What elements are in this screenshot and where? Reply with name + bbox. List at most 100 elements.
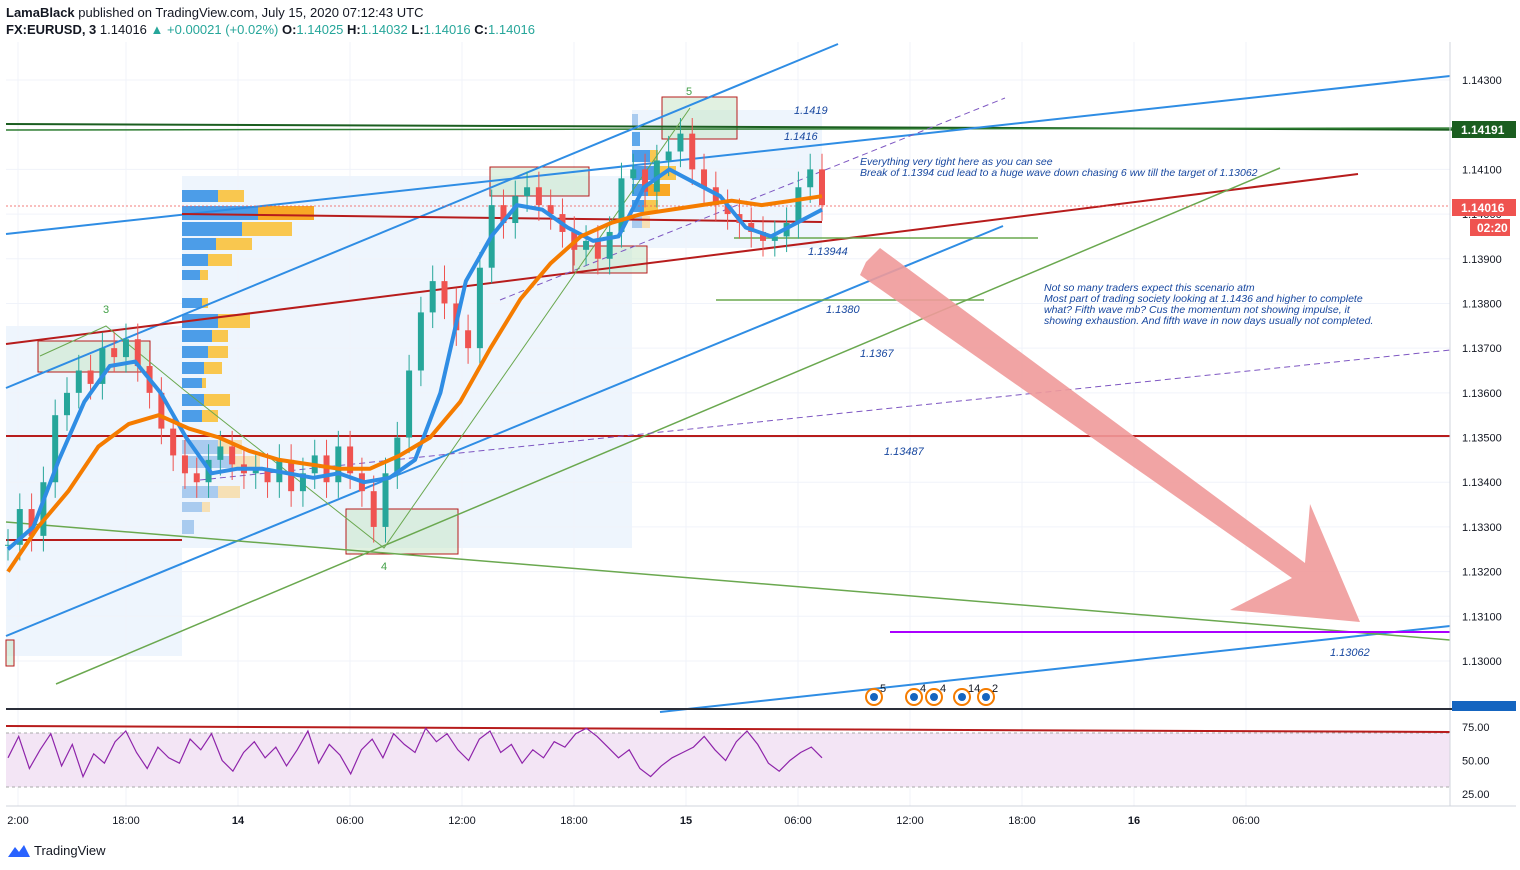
annotation-line-5: what? Fifth wave mb? Cus the momentum no… (1044, 304, 1351, 316)
box-wave-5 (661, 96, 738, 140)
candle-body (370, 491, 377, 527)
candle-body (441, 281, 448, 304)
wave-label-5: 5 (686, 86, 692, 98)
time-tick-label: 06:00 (336, 815, 364, 827)
low-value: 1.14016 (423, 22, 471, 37)
candle-body (417, 312, 424, 371)
moving-averages (6, 167, 823, 573)
time-tick-label: 18:00 (1008, 815, 1036, 827)
candle-body (264, 468, 271, 483)
annotations: Everything very tight here as you can se… (860, 156, 1373, 327)
level-label-1419: 1.1419 (794, 105, 828, 117)
candle-body (5, 544, 11, 546)
candle-body (606, 231, 613, 259)
event-badge[interactable]: 4 (905, 683, 926, 706)
time-tick-label: 06:00 (784, 815, 812, 827)
volume-profile-left (182, 190, 314, 534)
time-tick-label: 12:00 (448, 815, 476, 827)
brand-name: TradingView (34, 843, 106, 858)
candle-body (583, 240, 590, 250)
candle-body (193, 473, 200, 483)
range-shade-2 (182, 176, 632, 548)
time-tick-label: 2:00 (7, 815, 28, 827)
price-tick-label: 1.13600 (1462, 388, 1502, 400)
candle-body (406, 370, 413, 438)
last-price-tag-text: 1.14016 (1461, 201, 1505, 215)
event-badge-count: 4 (940, 683, 946, 695)
dashed-purple-line-2[interactable] (499, 97, 1006, 301)
candle-body (99, 348, 106, 384)
wave-path[interactable] (39, 107, 691, 549)
tradingview-brand[interactable]: TradingView (8, 843, 106, 858)
price-tick-label: 1.13200 (1462, 567, 1502, 579)
candle-body (229, 446, 236, 465)
projection-arrow (860, 248, 1360, 622)
event-badges[interactable]: 5 4 4 14 2 (865, 683, 998, 706)
candle-body (429, 281, 436, 313)
resistance-line-green-2[interactable] (5, 127, 1517, 131)
candle-body (760, 231, 767, 241)
open-value: 1.14025 (296, 22, 344, 37)
annotation-line-1: Everything very tight here as you can se… (860, 156, 1053, 168)
candle-body (524, 187, 531, 197)
price-tick-label: 1.13900 (1462, 254, 1502, 266)
last-price: 1.14016 (99, 22, 147, 37)
level-label-13944: 1.13944 (808, 246, 848, 258)
time-axis[interactable]: 2:00 18:00 14 06:00 12:00 18:00 15 06:00 12:00 18… (7, 815, 1259, 827)
candle-body (40, 482, 47, 536)
candle-body (335, 446, 342, 483)
time-tick-label: 16 (1128, 815, 1140, 827)
candle-body (476, 267, 483, 349)
oscillator-tick-label: 75.00 (1462, 722, 1490, 734)
candle-body (217, 446, 224, 460)
author-name[interactable]: LamaBlack (6, 5, 75, 20)
channel-lower-blue[interactable] (5, 225, 1004, 637)
trend-line-green-up[interactable] (55, 167, 1281, 685)
channel-upper-blue[interactable] (5, 75, 1451, 235)
oscillator-axis[interactable]: 75.00 50.00 25.00 (1462, 722, 1490, 801)
level-label-13062: 1.13062 (1330, 647, 1370, 659)
box-left-edge (5, 639, 15, 667)
price-tick-label: 1.13400 (1462, 477, 1502, 489)
price-tick-label: 1.13300 (1462, 522, 1502, 534)
trend-line-darkred[interactable] (5, 173, 1359, 345)
high-label: H: (347, 22, 361, 37)
symbol-name[interactable]: FX:EURUSD, 3 (6, 22, 97, 37)
level-label-1367: 1.1367 (860, 348, 895, 360)
published-text: published on TradingView.com, July 15, 2… (78, 5, 424, 20)
candle-body (819, 169, 825, 206)
event-badge-count: 2 (992, 683, 998, 695)
close-value: 1.14016 (488, 22, 536, 37)
price-tick-label: 1.14100 (1462, 164, 1502, 176)
event-badge[interactable]: 4 (925, 683, 946, 706)
oscillator-tick-label: 50.00 (1462, 756, 1490, 768)
event-badge-count: 5 (880, 683, 886, 695)
candle-body (170, 428, 177, 456)
event-badge[interactable]: 2 (977, 683, 998, 706)
channel-bottom-blue[interactable] (659, 625, 1451, 713)
price-axis[interactable]: 1.143001.141001.140001.139001.138001.137… (1462, 75, 1502, 668)
event-badge[interactable]: 14 (953, 683, 980, 706)
oscillator-tick-label: 25.00 (1462, 789, 1490, 801)
event-badge[interactable]: 5 (865, 683, 886, 706)
high-value: 1.14032 (360, 22, 408, 37)
last-price-tag (1452, 199, 1516, 216)
symbol-line: FX:EURUSD, 3 1.14016 ▲ +0.00021 (+0.02%)… (6, 22, 535, 37)
candle-body (689, 133, 696, 170)
oscillator-line (7, 727, 823, 779)
price-tick-label: 1.13500 (1462, 433, 1502, 445)
candle-body (807, 169, 814, 188)
candle-body (701, 169, 708, 188)
candle-body (63, 392, 70, 416)
candle-body (795, 187, 802, 224)
candle-body (347, 446, 354, 474)
candle-body (158, 392, 165, 429)
candle-body (500, 205, 507, 224)
candle-body (547, 205, 554, 215)
countdown-tag-text: 02:20 (1477, 221, 1508, 235)
oscillator-band (6, 733, 1450, 787)
event-badge-count: 14 (968, 683, 980, 695)
price-tick-label: 1.13000 (1462, 656, 1502, 668)
range-shade-1 (6, 326, 182, 656)
trend-line-green-down[interactable] (5, 521, 1451, 641)
